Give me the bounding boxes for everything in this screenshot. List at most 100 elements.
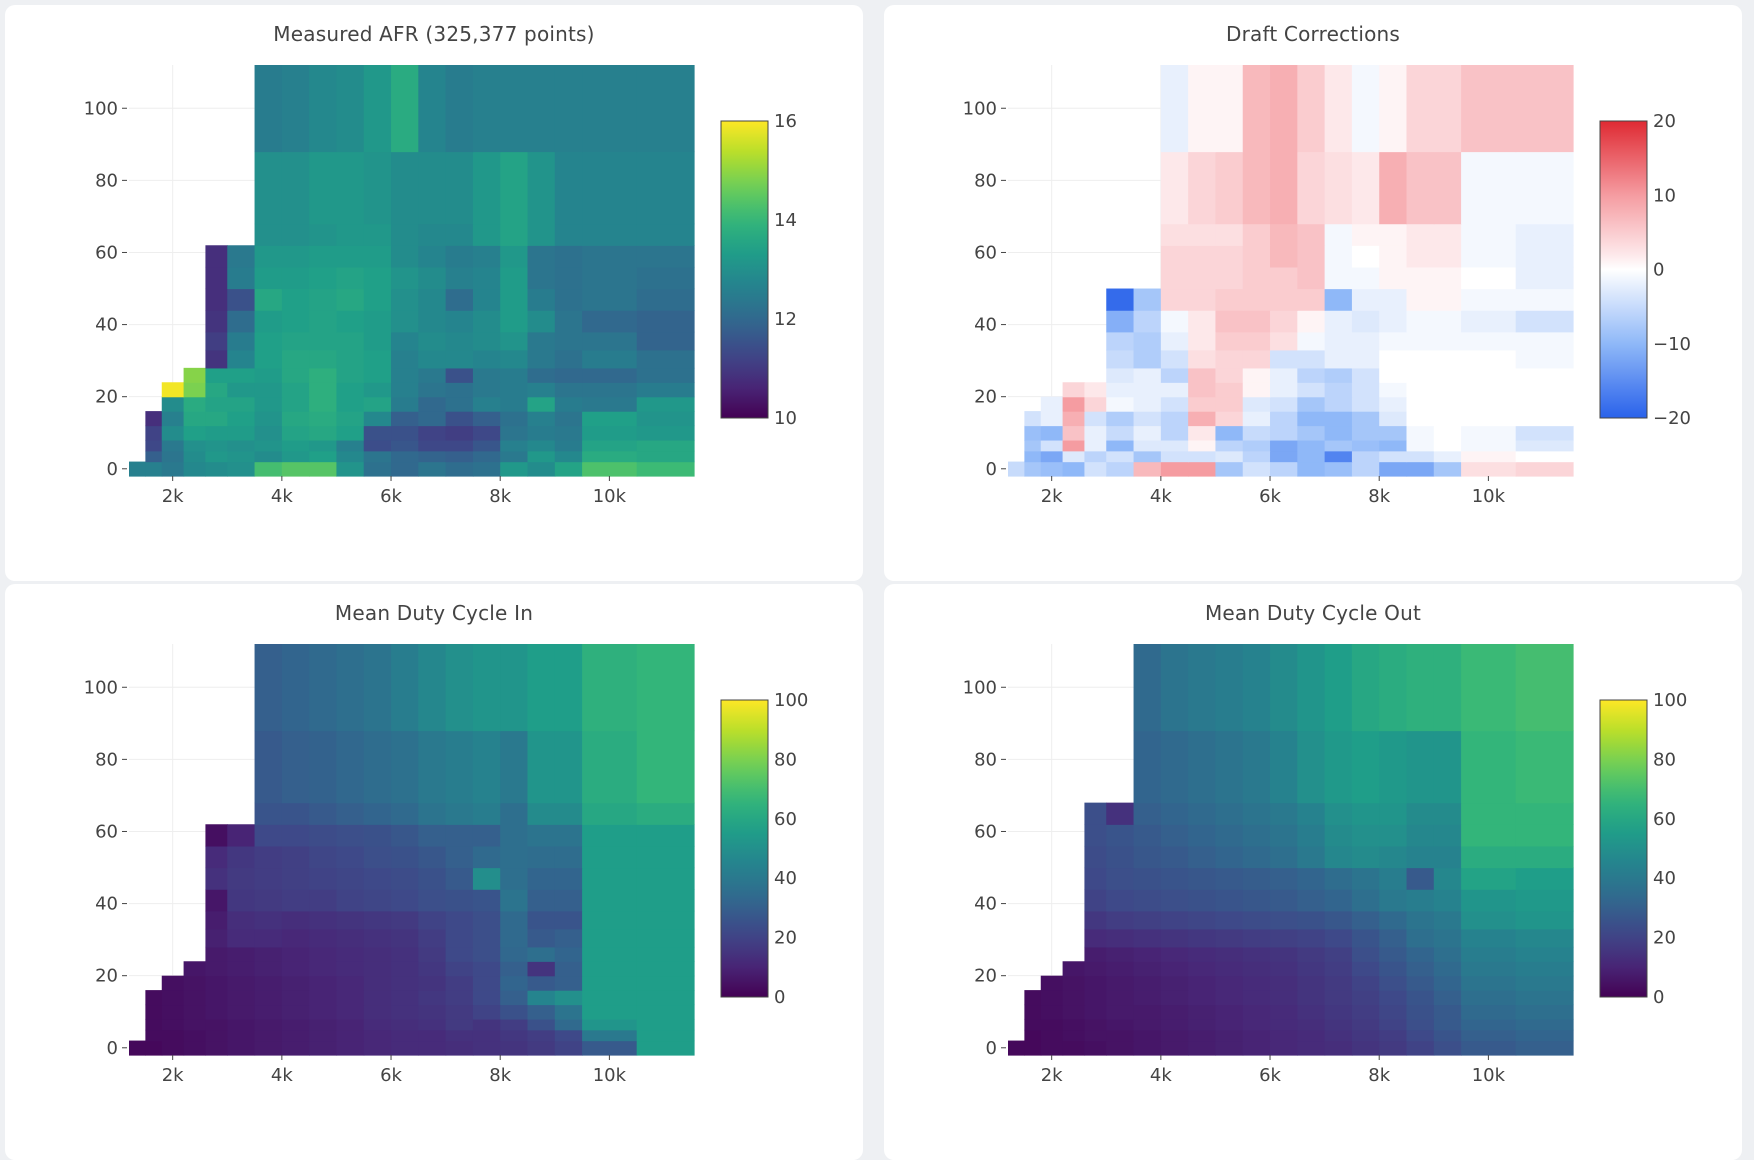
- heatmap-cell[interactable]: [554, 990, 583, 1006]
- heatmap-cell[interactable]: [445, 439, 474, 452]
- heatmap-cell[interactable]: [391, 802, 419, 825]
- heatmap-cell[interactable]: [1133, 450, 1162, 463]
- heatmap-cell[interactable]: [1324, 439, 1353, 452]
- heatmap-cell[interactable]: [1242, 928, 1271, 948]
- heatmap-cell[interactable]: [1433, 644, 1462, 732]
- heatmap-cell[interactable]: [472, 349, 501, 369]
- heatmap-cell[interactable]: [636, 425, 695, 441]
- heatmap-cell[interactable]: [554, 223, 583, 246]
- heatmap-cell[interactable]: [205, 382, 228, 398]
- heatmap-cell[interactable]: [1406, 382, 1435, 398]
- heatmap-cell[interactable]: [1024, 1040, 1042, 1056]
- heatmap-cell[interactable]: [1270, 1040, 1298, 1056]
- heatmap-cell[interactable]: [205, 867, 228, 890]
- heatmap-cell[interactable]: [1515, 425, 1574, 441]
- heatmap-cell[interactable]: [363, 1040, 392, 1056]
- heatmap-cell[interactable]: [1188, 975, 1217, 991]
- heatmap-cell[interactable]: [1106, 990, 1135, 1006]
- heatmap-cell[interactable]: [391, 1018, 419, 1031]
- heatmap-cell[interactable]: [254, 396, 283, 412]
- heatmap-cell[interactable]: [1324, 961, 1353, 977]
- heatmap-cell[interactable]: [281, 961, 310, 977]
- heatmap-cell[interactable]: [254, 331, 283, 351]
- heatmap-cell[interactable]: [129, 461, 146, 477]
- heatmap-cell[interactable]: [227, 975, 256, 991]
- heatmap-cell[interactable]: [309, 367, 338, 383]
- heatmap-cell[interactable]: [527, 910, 556, 930]
- heatmap-cell[interactable]: [227, 425, 256, 441]
- heatmap-cell[interactable]: [1515, 845, 1574, 869]
- heatmap-cell[interactable]: [445, 824, 474, 847]
- heatmap-cell[interactable]: [161, 1040, 185, 1056]
- heatmap-cell[interactable]: [161, 1018, 185, 1031]
- heatmap-cell[interactable]: [145, 425, 163, 441]
- heatmap-cell[interactable]: [1297, 802, 1326, 825]
- heatmap-cell[interactable]: [281, 928, 310, 948]
- heatmap-cell[interactable]: [1215, 1018, 1244, 1031]
- heatmap-cell[interactable]: [1084, 910, 1107, 930]
- heatmap-cell[interactable]: [554, 961, 583, 977]
- heatmap-cell[interactable]: [254, 961, 283, 977]
- heatmap-cell[interactable]: [1084, 1004, 1107, 1020]
- heatmap-cell[interactable]: [363, 396, 392, 412]
- heatmap-cell[interactable]: [1324, 730, 1353, 804]
- heatmap-cell[interactable]: [582, 450, 638, 463]
- heatmap-cell[interactable]: [1106, 288, 1135, 311]
- heatmap-cell[interactable]: [1215, 975, 1244, 991]
- heatmap-cell[interactable]: [1297, 975, 1326, 991]
- heatmap-cell[interactable]: [309, 975, 338, 991]
- heatmap-cell[interactable]: [1515, 946, 1574, 962]
- heatmap-cell[interactable]: [445, 461, 474, 477]
- heatmap-cell[interactable]: [1242, 961, 1271, 977]
- heatmap-cell[interactable]: [1379, 990, 1408, 1006]
- heatmap-cell[interactable]: [1351, 367, 1380, 383]
- heatmap-cell[interactable]: [554, 889, 583, 912]
- heatmap-cell[interactable]: [1433, 151, 1462, 225]
- heatmap-cell[interactable]: [582, 151, 638, 225]
- heatmap-cell[interactable]: [1515, 411, 1574, 427]
- heatmap-cell[interactable]: [1324, 1018, 1353, 1031]
- heatmap-cell[interactable]: [554, 396, 583, 412]
- heatmap-cell[interactable]: [1160, 928, 1189, 948]
- heatmap-cell[interactable]: [500, 845, 529, 869]
- heatmap-cell[interactable]: [527, 1029, 556, 1042]
- heatmap-cell[interactable]: [500, 382, 529, 398]
- heatmap-cell[interactable]: [445, 396, 474, 412]
- heatmap-cell[interactable]: [500, 961, 529, 977]
- heatmap-cell[interactable]: [1106, 310, 1135, 333]
- heatmap-cell[interactable]: [1160, 310, 1189, 333]
- heatmap-cell[interactable]: [1515, 928, 1574, 948]
- heatmap-cell[interactable]: [1461, 802, 1517, 825]
- heatmap-cell[interactable]: [636, 1018, 695, 1031]
- heatmap-cell[interactable]: [336, 644, 365, 732]
- heatmap-cell[interactable]: [500, 990, 529, 1006]
- heatmap-cell[interactable]: [418, 730, 447, 804]
- heatmap-cell[interactable]: [500, 928, 529, 948]
- heatmap-cell[interactable]: [1433, 910, 1462, 930]
- heatmap-cell[interactable]: [1406, 946, 1435, 962]
- heatmap-cell[interactable]: [636, 961, 695, 977]
- heatmap-cell[interactable]: [281, 461, 310, 477]
- heatmap-cell[interactable]: [527, 1040, 556, 1056]
- heatmap-cell[interactable]: [500, 223, 529, 246]
- heatmap-cell[interactable]: [1270, 824, 1298, 847]
- heatmap-cell[interactable]: [527, 396, 556, 412]
- heatmap-cell[interactable]: [161, 461, 185, 477]
- heatmap-cell[interactable]: [336, 245, 365, 268]
- heatmap-cell[interactable]: [391, 367, 419, 383]
- heatmap-cell[interactable]: [1215, 961, 1244, 977]
- heatmap-cell[interactable]: [1515, 1018, 1574, 1031]
- heatmap-cell[interactable]: [1133, 730, 1162, 804]
- heatmap-cell[interactable]: [1297, 946, 1326, 962]
- heatmap-cell[interactable]: [227, 928, 256, 948]
- heatmap-cell[interactable]: [391, 349, 419, 369]
- heatmap-cell[interactable]: [554, 910, 583, 930]
- heatmap-cell[interactable]: [254, 245, 283, 268]
- heatmap-cell[interactable]: [1188, 889, 1217, 912]
- heatmap-cell[interactable]: [582, 889, 638, 912]
- heatmap-cell[interactable]: [1242, 1040, 1271, 1056]
- heatmap-cell[interactable]: [336, 151, 365, 225]
- heatmap-cell[interactable]: [1324, 461, 1353, 477]
- heatmap-cell[interactable]: [1515, 644, 1574, 732]
- heatmap-cell[interactable]: [309, 1029, 338, 1042]
